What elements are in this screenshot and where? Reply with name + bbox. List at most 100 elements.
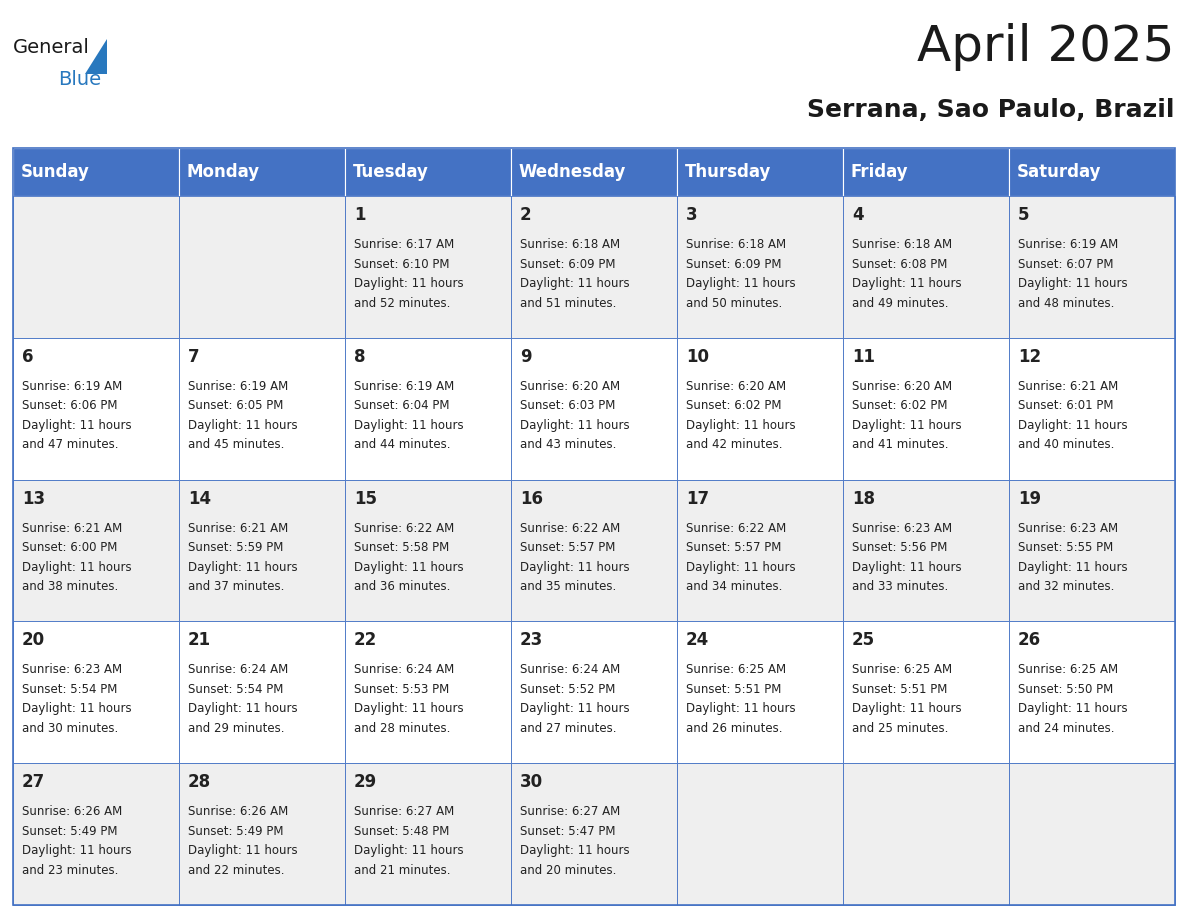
Text: and 24 minutes.: and 24 minutes. [1018,722,1114,735]
Text: Sunrise: 6:21 AM: Sunrise: 6:21 AM [188,521,289,534]
Text: 4: 4 [852,206,864,224]
Bar [179,621,345,763]
Text: Daylight: 11 hours: Daylight: 11 hours [354,277,463,290]
Text: Sunrise: 6:17 AM: Sunrise: 6:17 AM [354,238,454,251]
Text: Daylight: 11 hours: Daylight: 11 hours [1018,702,1127,715]
Bar [13,196,179,338]
Text: Daylight: 11 hours: Daylight: 11 hours [520,702,630,715]
Text: Sunrise: 6:23 AM: Sunrise: 6:23 AM [852,521,952,534]
Text: Sunset: 5:48 PM: Sunset: 5:48 PM [354,824,449,838]
Text: 23: 23 [520,632,543,649]
Bar [179,479,345,621]
Text: Daylight: 11 hours: Daylight: 11 hours [685,561,796,574]
Bar [843,479,1009,621]
Text: Sunrise: 6:22 AM: Sunrise: 6:22 AM [354,521,454,534]
Text: and 28 minutes.: and 28 minutes. [354,722,450,735]
Text: Sunset: 6:02 PM: Sunset: 6:02 PM [685,399,782,412]
Text: Daylight: 11 hours: Daylight: 11 hours [23,419,132,431]
Text: Sunset: 6:09 PM: Sunset: 6:09 PM [520,258,615,271]
Text: and 50 minutes.: and 50 minutes. [685,297,782,309]
Text: 29: 29 [354,773,378,791]
Text: Daylight: 11 hours: Daylight: 11 hours [23,561,132,574]
Text: Sunset: 5:54 PM: Sunset: 5:54 PM [23,683,118,696]
Text: Sunrise: 6:19 AM: Sunrise: 6:19 AM [188,380,289,393]
Text: Sunrise: 6:19 AM: Sunrise: 6:19 AM [23,380,122,393]
Text: Sunrise: 6:18 AM: Sunrise: 6:18 AM [520,238,620,251]
Bar [677,763,843,905]
Text: Daylight: 11 hours: Daylight: 11 hours [520,277,630,290]
Text: Thursday: Thursday [685,163,771,181]
Bar [511,479,677,621]
Bar [13,338,179,479]
Bar [179,763,345,905]
Bar [511,196,677,338]
Text: Sunset: 5:52 PM: Sunset: 5:52 PM [520,683,615,696]
Bar [13,479,179,621]
Text: Sunset: 5:50 PM: Sunset: 5:50 PM [1018,683,1113,696]
Bar [345,148,511,196]
Text: Sunset: 5:54 PM: Sunset: 5:54 PM [188,683,284,696]
Text: Serrana, Sao Paulo, Brazil: Serrana, Sao Paulo, Brazil [808,98,1175,122]
Text: Sunset: 5:57 PM: Sunset: 5:57 PM [685,541,782,554]
Text: 19: 19 [1018,489,1041,508]
Bar [511,148,677,196]
Text: Daylight: 11 hours: Daylight: 11 hours [852,561,961,574]
Text: and 43 minutes.: and 43 minutes. [520,438,617,452]
Bar [1009,763,1175,905]
Bar [1009,479,1175,621]
Text: Daylight: 11 hours: Daylight: 11 hours [520,845,630,857]
Bar [677,148,843,196]
Text: Sunset: 5:56 PM: Sunset: 5:56 PM [852,541,947,554]
Text: 6: 6 [23,348,33,365]
Bar [13,763,179,905]
Bar [843,148,1009,196]
Text: and 37 minutes.: and 37 minutes. [188,580,284,593]
Bar [843,763,1009,905]
Text: Sunset: 5:53 PM: Sunset: 5:53 PM [354,683,449,696]
Text: 16: 16 [520,489,543,508]
Text: Sunrise: 6:19 AM: Sunrise: 6:19 AM [1018,238,1118,251]
Text: Daylight: 11 hours: Daylight: 11 hours [1018,561,1127,574]
Text: and 49 minutes.: and 49 minutes. [852,297,948,309]
Bar [677,479,843,621]
Text: 17: 17 [685,489,709,508]
Text: Sunset: 6:06 PM: Sunset: 6:06 PM [23,399,118,412]
Text: and 33 minutes.: and 33 minutes. [852,580,948,593]
Bar [13,148,179,196]
Text: Sunset: 6:05 PM: Sunset: 6:05 PM [188,399,284,412]
Text: Sunset: 5:49 PM: Sunset: 5:49 PM [188,824,284,838]
Bar [677,621,843,763]
Bar [345,763,511,905]
Text: Sunset: 5:47 PM: Sunset: 5:47 PM [520,824,615,838]
Bar [13,148,1175,905]
Text: and 36 minutes.: and 36 minutes. [354,580,450,593]
Text: Sunrise: 6:18 AM: Sunrise: 6:18 AM [685,238,786,251]
Text: April 2025: April 2025 [917,23,1175,71]
Text: Daylight: 11 hours: Daylight: 11 hours [23,845,132,857]
Bar [511,621,677,763]
Text: Blue: Blue [58,70,101,89]
Text: 18: 18 [852,489,876,508]
Text: Sunset: 6:02 PM: Sunset: 6:02 PM [852,399,948,412]
Text: Sunrise: 6:20 AM: Sunrise: 6:20 AM [685,380,786,393]
Text: and 32 minutes.: and 32 minutes. [1018,580,1114,593]
Text: Sunset: 5:59 PM: Sunset: 5:59 PM [188,541,284,554]
Text: Sunrise: 6:20 AM: Sunrise: 6:20 AM [852,380,952,393]
Bar [345,621,511,763]
Text: and 25 minutes.: and 25 minutes. [852,722,948,735]
Polygon shape [86,39,107,74]
Text: Sunset: 5:58 PM: Sunset: 5:58 PM [354,541,449,554]
Text: and 35 minutes.: and 35 minutes. [520,580,617,593]
Text: 9: 9 [520,348,531,365]
Text: Sunrise: 6:24 AM: Sunrise: 6:24 AM [354,664,454,677]
Text: Daylight: 11 hours: Daylight: 11 hours [852,419,961,431]
Text: Daylight: 11 hours: Daylight: 11 hours [188,845,298,857]
Text: and 42 minutes.: and 42 minutes. [685,438,783,452]
Text: 10: 10 [685,348,709,365]
Text: Sunrise: 6:26 AM: Sunrise: 6:26 AM [188,805,289,818]
Text: and 26 minutes.: and 26 minutes. [685,722,783,735]
Text: Sunset: 5:55 PM: Sunset: 5:55 PM [1018,541,1113,554]
Text: Monday: Monday [187,163,260,181]
Text: Sunset: 6:10 PM: Sunset: 6:10 PM [354,258,449,271]
Text: Sunrise: 6:25 AM: Sunrise: 6:25 AM [685,664,786,677]
